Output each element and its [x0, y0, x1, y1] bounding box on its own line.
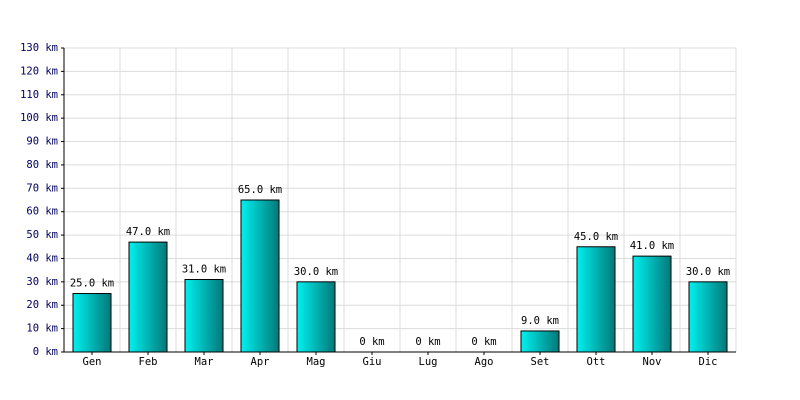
y-tick-label: 40 km — [26, 252, 58, 264]
value-label: 30.0 km — [294, 266, 338, 278]
bar — [184, 279, 224, 353]
bar — [632, 255, 672, 353]
y-tick-label: 10 km — [26, 323, 58, 335]
x-tick-label: Giu — [363, 356, 382, 368]
x-tick-label: Ott — [587, 356, 606, 368]
x-tick-label: Gen — [83, 356, 102, 368]
x-tick-label: Feb — [139, 356, 158, 368]
y-tick-label: 130 km — [20, 42, 58, 54]
y-tick-label: 80 km — [26, 159, 58, 171]
value-label: 0 km — [359, 336, 384, 348]
y-tick-label: 100 km — [20, 112, 58, 124]
y-tick-label: 90 km — [26, 136, 58, 148]
x-tick-label: Lug — [419, 356, 438, 368]
x-tick-label: Set — [531, 356, 550, 368]
value-label: 41.0 km — [630, 240, 674, 252]
x-tick-label: Apr — [251, 356, 270, 368]
bar — [240, 199, 280, 353]
bar — [296, 281, 336, 353]
value-label: 47.0 km — [126, 226, 170, 238]
x-tick-label: Mag — [307, 356, 326, 368]
bar — [72, 293, 112, 353]
value-label: 45.0 km — [574, 231, 618, 243]
y-tick-label: 50 km — [26, 229, 58, 241]
value-label: 30.0 km — [686, 266, 730, 278]
value-label: 31.0 km — [182, 264, 226, 276]
y-tick-label: 30 km — [26, 276, 58, 288]
y-tick-label: 20 km — [26, 299, 58, 311]
y-tick-label: 110 km — [20, 89, 58, 101]
value-label: 0 km — [471, 336, 496, 348]
y-tick-label: 60 km — [26, 206, 58, 218]
y-tick-label: 0 km — [33, 346, 58, 358]
value-label: 25.0 km — [70, 278, 114, 290]
y-tick-label: 70 km — [26, 182, 58, 194]
x-tick-label: Nov — [643, 356, 662, 368]
value-label: 65.0 km — [238, 184, 282, 196]
bar — [688, 281, 728, 353]
y-tick-label: 120 km — [20, 65, 58, 77]
bar — [576, 246, 616, 353]
bar — [128, 241, 168, 353]
value-label: 9.0 km — [521, 315, 559, 327]
x-tick-label: Ago — [475, 356, 494, 368]
x-tick-label: Dic — [699, 356, 718, 368]
x-tick-label: Mar — [195, 356, 214, 368]
bar — [520, 330, 560, 353]
value-label: 0 km — [415, 336, 440, 348]
